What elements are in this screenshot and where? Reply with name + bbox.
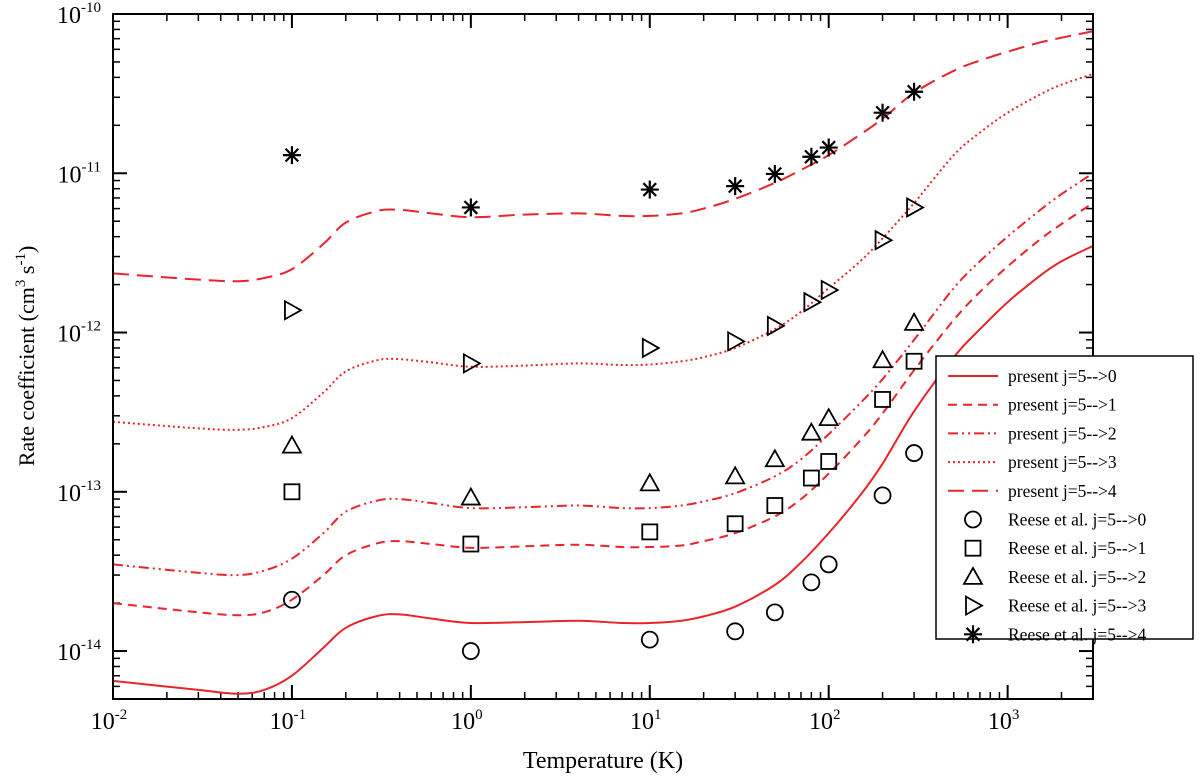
data-point-circle <box>461 642 480 660</box>
data-point-triangle-right <box>906 196 925 218</box>
data-point-circle <box>640 630 659 649</box>
data-point-star <box>726 177 745 196</box>
y-tick-label: 10-14 <box>57 637 101 666</box>
legend-marker-star <box>964 625 982 644</box>
data-point-square <box>641 523 659 541</box>
series-line-4 <box>113 30 1093 283</box>
series-line-3 <box>113 73 1093 431</box>
data-point-triangle-up <box>764 448 786 468</box>
y-axis-label-main: Rate coefficient (cm <box>14 287 39 466</box>
legend-label-4: present j=5-->4 <box>1008 481 1117 501</box>
data-point-circle <box>283 590 301 609</box>
legend-label-9: Reese et al. j=5-->4 <box>1008 624 1147 644</box>
data-point-square <box>905 352 923 370</box>
data-point-star <box>461 198 480 217</box>
series-line-1 <box>113 202 1093 617</box>
data-point-triangle-right <box>874 229 894 251</box>
x-tick-label: 103 <box>988 707 1020 735</box>
data-point-star <box>905 82 924 101</box>
data-point-triangle-right <box>820 279 840 301</box>
legend-label-1: present j=5-->1 <box>1008 395 1117 415</box>
data-point-star <box>873 103 892 122</box>
data-point-triangle-up <box>724 465 746 485</box>
data-point-triangle-up <box>281 434 303 454</box>
data-point-star <box>765 164 784 183</box>
legend-marker-triangle-right <box>965 595 984 617</box>
x-tick-label: 101 <box>630 707 662 735</box>
data-point-triangle-up <box>818 407 840 427</box>
x-tick-label: 10-2 <box>91 707 128 735</box>
data-point-square <box>802 469 820 487</box>
legend-marker-square <box>964 539 982 557</box>
data-point-square <box>766 497 784 514</box>
data-point-triangle-up <box>639 472 661 492</box>
data-point-star <box>802 147 821 166</box>
data-point-circle <box>905 444 923 462</box>
legend-label-8: Reese et al. j=5-->3 <box>1008 596 1147 616</box>
data-point-triangle-right <box>727 330 746 352</box>
data-point-circle <box>765 603 784 622</box>
data-point-star <box>640 180 659 199</box>
data-point-square <box>462 535 480 553</box>
legend-label-0: present j=5-->0 <box>1008 366 1117 386</box>
legend-label-6: Reese et al. j=5-->1 <box>1008 538 1146 558</box>
y-tick-label: 10-12 <box>57 319 101 348</box>
data-point-square <box>283 483 301 501</box>
data-point-circle <box>802 573 821 592</box>
x-tick-label: 100 <box>451 707 483 735</box>
data-point-triangle-right <box>766 315 786 337</box>
data-point-triangle-right <box>803 291 823 313</box>
data-point-triangle-right <box>462 352 482 374</box>
data-point-triangle-right <box>641 337 661 359</box>
data-point-circle <box>873 486 892 505</box>
legend-label-2: present j=5-->2 <box>1008 423 1117 443</box>
data-point-circle <box>819 555 838 574</box>
y-tick-label: 10-13 <box>57 478 101 507</box>
data-point-triangle-up <box>800 421 822 441</box>
series-line-2 <box>113 172 1093 577</box>
x-axis-label: Temperature (K) <box>523 748 683 774</box>
data-point-triangle-up <box>460 486 482 506</box>
y-axis-label-mid: s <box>14 266 39 280</box>
data-point-triangle-up <box>872 349 894 369</box>
data-point-triangle-up <box>903 312 925 331</box>
legend-box <box>935 355 1194 640</box>
data-point-triangle-right <box>284 299 303 321</box>
data-point-square <box>726 515 744 533</box>
data-point-square <box>820 453 838 470</box>
series-layer <box>113 30 1093 695</box>
y-axis-label: Rate coefficient (cm3 s-1) <box>13 246 39 467</box>
legend-marker-circle <box>964 510 982 529</box>
legend: present j=5-->0 present j=5-->1 present j=… <box>935 355 1194 644</box>
legend-marker-triangle-up <box>962 566 984 585</box>
legend-label-7: Reese et al. j=5-->2 <box>1008 567 1146 587</box>
data-point-circle <box>726 622 745 641</box>
y-tick-label: 10-10 <box>57 0 101 29</box>
data-point-star <box>819 138 838 157</box>
legend-label-3: present j=5-->3 <box>1008 452 1117 472</box>
data-point-star <box>282 146 301 165</box>
x-tick-label: 10-1 <box>270 707 307 735</box>
y-axis-label-sup2: -1 <box>13 253 29 266</box>
y-tick-label: 10-11 <box>58 159 101 188</box>
data-point-square <box>874 391 891 408</box>
x-tick-label: 102 <box>809 707 841 735</box>
tick-labels: 10-2 10-1 100 101 102 103 10-14 10-13 10-12 10-11… <box>57 0 1019 735</box>
y-axis-label-sup1: 3 <box>13 280 29 288</box>
legend-label-5: Reese et al. j=5-->0 <box>1008 510 1147 530</box>
y-axis-label-end: ) <box>14 246 39 253</box>
